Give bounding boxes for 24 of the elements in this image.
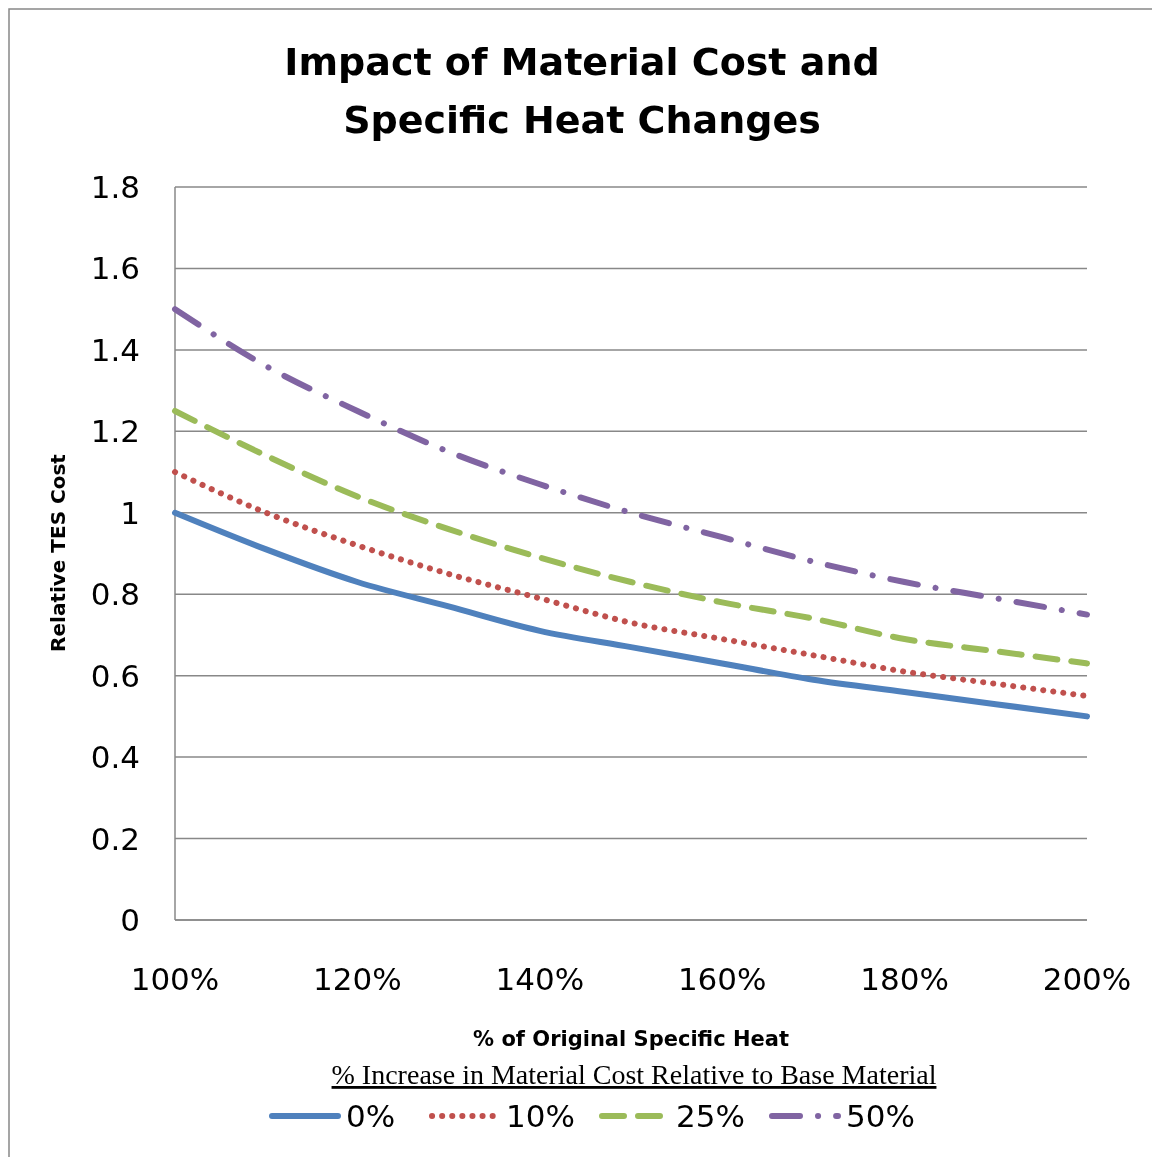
y-axis-title: Relative TES Cost xyxy=(46,453,70,652)
x-axis-title: % of Original Specific Heat xyxy=(473,1027,789,1051)
y-tick-label: 1.8 xyxy=(90,169,140,205)
y-tick-label: 1.6 xyxy=(90,250,140,287)
legend-title: % Increase in Material Cost Relative to Base Material xyxy=(331,1059,937,1090)
y-tick-label: 1.2 xyxy=(90,413,140,450)
legend-label: 10% xyxy=(506,1098,575,1134)
chart-title: Impact of Material Cost and Specific Heat Changes xyxy=(284,40,880,142)
y-tick-label: 0.2 xyxy=(90,820,140,857)
x-tick-label: 200% xyxy=(1042,961,1132,997)
y-tick-label: 0.4 xyxy=(90,739,140,776)
legend-label: 50% xyxy=(846,1098,915,1134)
y-tick-label: 0.6 xyxy=(90,657,140,694)
y-tick-label: 1 xyxy=(120,494,140,531)
x-tick-label: 100% xyxy=(130,961,220,997)
legend-label: 25% xyxy=(676,1098,745,1134)
y-tick-label: 1.4 xyxy=(90,331,140,368)
x-tick-label: 180% xyxy=(860,961,949,997)
y-tick-label: 0.8 xyxy=(90,576,140,613)
x-tick-label: 160% xyxy=(677,961,767,997)
x-tick-label: 140% xyxy=(495,961,585,997)
legend-label: 0% xyxy=(346,1098,396,1134)
x-tick-label: 120% xyxy=(313,961,402,997)
y-tick-label: 0 xyxy=(120,902,140,938)
